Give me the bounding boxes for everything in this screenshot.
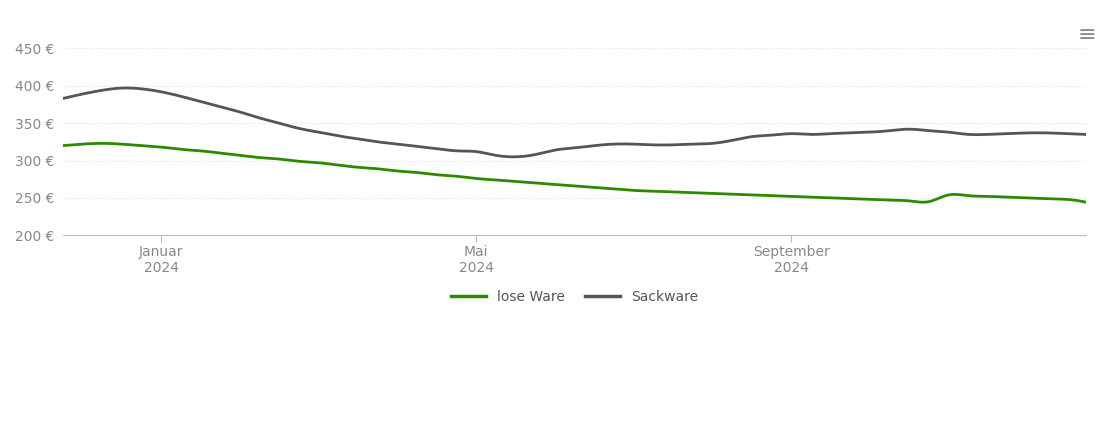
Text: ≡: ≡ bbox=[1078, 25, 1097, 46]
Legend: lose Ware, Sackware: lose Ware, Sackware bbox=[445, 285, 704, 310]
